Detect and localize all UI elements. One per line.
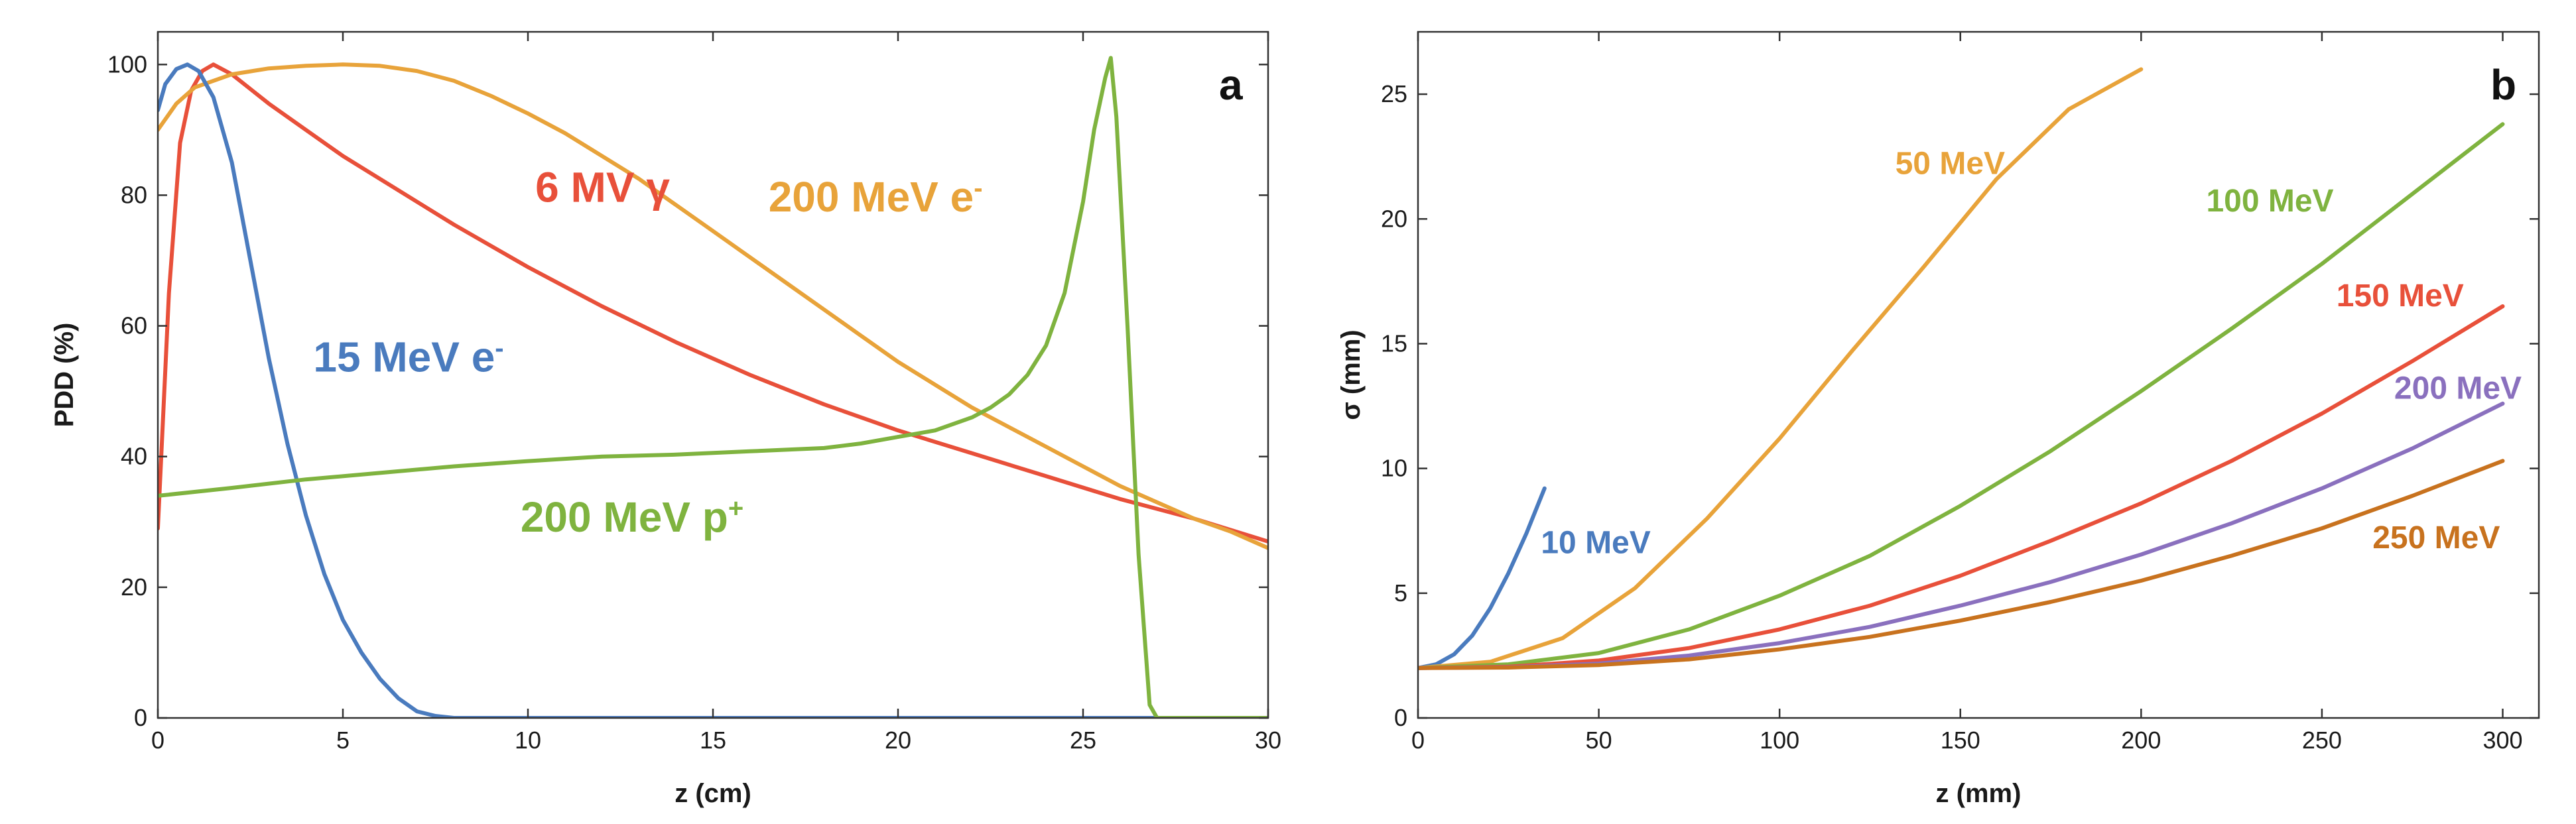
y-tick-label: 10 (1381, 455, 1407, 482)
x-tick-label: 300 (2482, 727, 2522, 754)
y-tick-label: 80 (121, 181, 147, 208)
series-line-6-mv (158, 62, 1268, 544)
y-tick-label: 100 (107, 50, 147, 78)
y-tick-label: 15 (1381, 329, 1407, 357)
y-axis-title: PDD (%) (50, 323, 79, 428)
chart-panel-b: 0 50 100 150 200 250 300 0 5 10 15 20 25 z (mm) σ (mm)… (1336, 30, 2540, 808)
chart-panel-a: 0 5 10 15 20 25 30 0 20 40 60 80 100 z (cm) PDD (%) a 6 … (50, 30, 1281, 808)
y-tick-label: 5 (1394, 579, 1407, 607)
x-tick-label: 250 (2302, 727, 2342, 754)
x-tick-label: 25 (1070, 727, 1096, 754)
x-tick-label: 30 (1255, 727, 1281, 754)
x-axis-title: z (cm) (675, 779, 751, 808)
y-tick-label: 0 (134, 704, 147, 731)
x-tick-label: 10 (515, 727, 541, 754)
series-line-10-mev (1418, 486, 1547, 670)
series-line-200-mev-p (158, 56, 1268, 718)
x-tick-label: 150 (1941, 727, 1980, 754)
plot-frame-b (1417, 30, 2540, 719)
x-tick-label: 200 (2121, 727, 2161, 754)
series-label-10-mev: 10 MeV (1541, 526, 1650, 561)
series-label-200-mev: 200 MeV (2394, 371, 2522, 406)
x-tick-label: 20 (885, 727, 911, 754)
y-axis-title: σ (mm) (1336, 329, 1366, 420)
y-tick-label: 20 (1381, 205, 1407, 232)
series-label-200-mev-e: 200 MeV e- (769, 173, 983, 221)
series-label-250-mev: 250 MeV (2372, 520, 2500, 556)
y-tick-label: 40 (121, 443, 147, 470)
x-tick-label: 15 (700, 727, 726, 754)
series-line-250-mev (1418, 459, 2505, 670)
series-line-100-mev (1418, 122, 2505, 670)
series-line-150-mev (1418, 304, 2505, 670)
y-tick-label: 60 (121, 312, 147, 339)
y-tick-label: 25 (1381, 80, 1407, 107)
panel-label-a: a (1219, 61, 1243, 109)
series-label-100-mev: 100 MeV (2206, 184, 2333, 219)
series-label-200-mev-p: 200 MeV p+ (521, 493, 743, 541)
series-line-15-mev-e (158, 62, 1268, 718)
panel-label-b: b (2490, 61, 2516, 109)
y-tick-label: 20 (121, 573, 147, 601)
series-label-150-mev: 150 MeV (2337, 278, 2464, 314)
x-tick-label: 0 (1411, 727, 1425, 754)
series-label-6-mv: 6 MV γ (535, 163, 670, 211)
x-tick-label: 0 (151, 727, 164, 754)
series-label-50-mev: 50 MeV (1896, 147, 2005, 182)
x-tick-label: 5 (336, 727, 350, 754)
series-label-15-mev-e: 15 MeV e- (313, 333, 503, 381)
y-tick-label: 0 (1394, 704, 1407, 731)
x-tick-label: 100 (1760, 727, 1799, 754)
series-line-200-mev-e (158, 62, 1268, 550)
series-line-50-mev (1418, 67, 2144, 670)
x-axis-title: z (mm) (1936, 779, 2022, 808)
x-tick-label: 50 (1586, 727, 1612, 754)
